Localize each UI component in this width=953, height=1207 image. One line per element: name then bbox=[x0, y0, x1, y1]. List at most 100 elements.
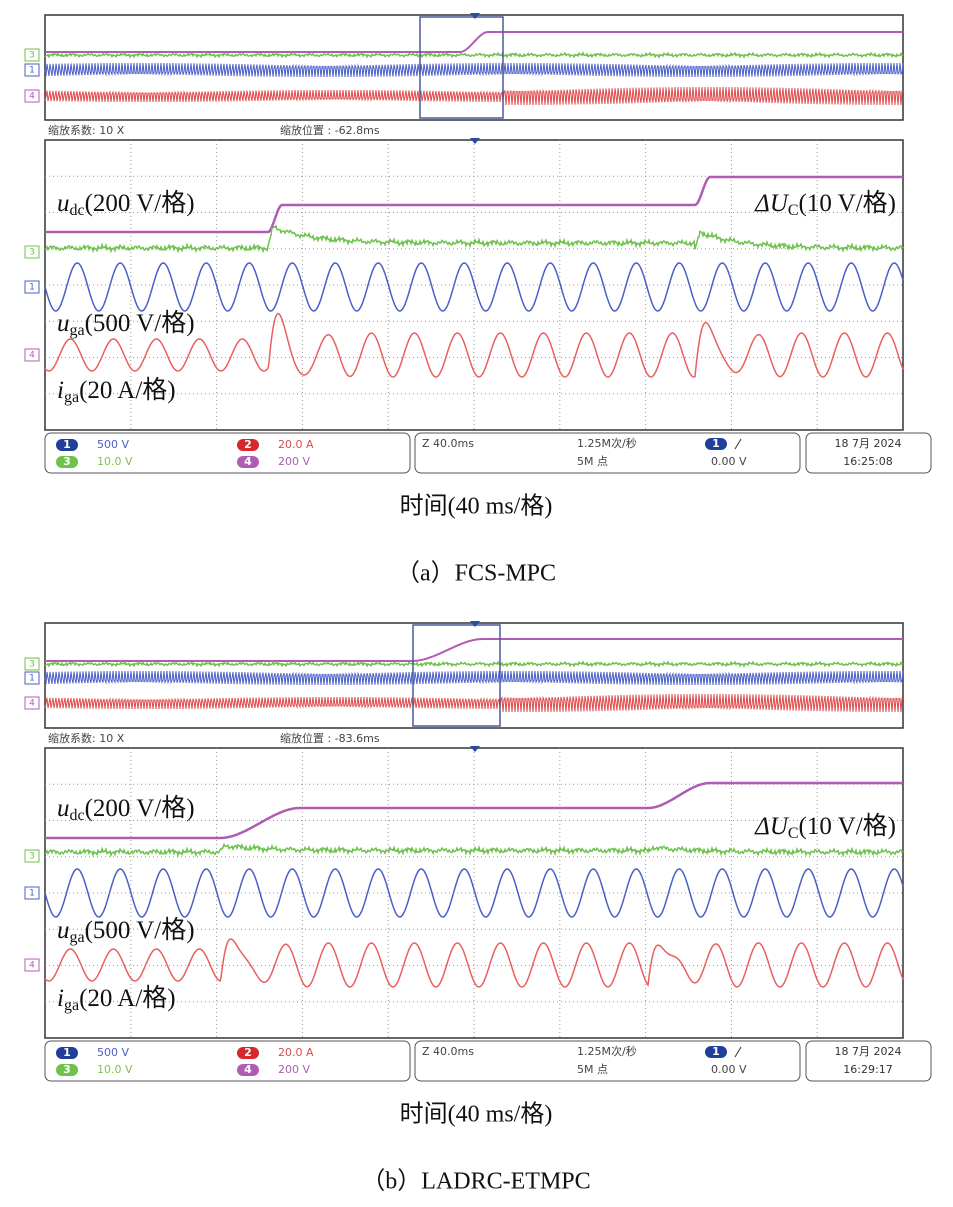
zoom-position: 缩放位置 : -62.8ms bbox=[280, 123, 380, 137]
trigger-slope bbox=[734, 438, 742, 450]
trace-delta-uc bbox=[44, 842, 904, 858]
screen-traces bbox=[44, 781, 904, 988]
channel-setting: 200 V bbox=[278, 1063, 310, 1076]
channel-setting: 20.0 A bbox=[278, 1046, 314, 1059]
trace-uga bbox=[44, 868, 904, 918]
channel-setting: 10.0 V bbox=[97, 1063, 133, 1076]
trace-scale: (200 V/格) bbox=[85, 189, 195, 217]
trace-subscript: dc bbox=[70, 807, 85, 824]
trace-scale: (20 A/格) bbox=[79, 376, 176, 404]
trace-label: ΔUC(10 V/格) bbox=[754, 189, 896, 219]
trace-label: udc(200 V/格) bbox=[57, 794, 195, 824]
channel-marker-label: 1 bbox=[29, 283, 35, 293]
channel-number: 3 bbox=[63, 1063, 71, 1076]
trace-label: uga(500 V/格) bbox=[57, 309, 195, 339]
trace-symbol: u bbox=[57, 917, 70, 944]
zoom-position: 缩放位置 : -83.6ms bbox=[280, 731, 380, 745]
channel-badge bbox=[237, 1064, 259, 1076]
trace-symbol: ΔU bbox=[754, 813, 790, 840]
trace-scale: (10 V/格) bbox=[799, 812, 896, 840]
trace-subscript: C bbox=[788, 202, 799, 219]
overview-uga bbox=[44, 670, 904, 686]
time-axis-label: 时间(40 ms/格) bbox=[400, 1101, 553, 1128]
status-box bbox=[805, 432, 932, 474]
date: 18 7月 2024 bbox=[835, 437, 902, 450]
status-box bbox=[414, 432, 801, 474]
trace-scale: (10 V/格) bbox=[799, 189, 896, 217]
caption: （a）FCS-MPC bbox=[396, 561, 556, 587]
trace-label: iga(20 A/格) bbox=[57, 376, 176, 406]
channel-marker bbox=[24, 245, 40, 259]
zoom-window bbox=[412, 624, 501, 727]
channel-marker-label: 3 bbox=[29, 660, 35, 670]
status-box bbox=[805, 1040, 932, 1082]
trace-subscript: C bbox=[788, 825, 799, 842]
channel-number: 1 bbox=[63, 438, 71, 451]
trigger-badge bbox=[705, 1046, 727, 1058]
sample-rate: 1.25M次/秒 bbox=[577, 436, 637, 450]
overview-uga bbox=[44, 62, 904, 78]
trace-udc bbox=[45, 781, 903, 840]
trace-label: ΔUC(10 V/格) bbox=[754, 812, 896, 842]
trace-iga bbox=[44, 312, 904, 378]
trace-subscript: ga bbox=[70, 929, 85, 946]
channel-marker-label: 1 bbox=[29, 674, 35, 684]
channel-number: 2 bbox=[244, 1046, 252, 1059]
trace-label: udc(200 V/格) bbox=[57, 189, 195, 219]
overview-iga bbox=[44, 693, 904, 713]
channel-setting: 500 V bbox=[97, 438, 129, 451]
trace-scale: (200 V/格) bbox=[85, 794, 195, 822]
trigger-badge bbox=[705, 438, 727, 450]
trace-scale: (20 A/格) bbox=[79, 984, 176, 1012]
channel-badge bbox=[237, 1047, 259, 1059]
channel-number: 2 bbox=[244, 438, 252, 451]
channel-marker bbox=[24, 48, 40, 62]
time-axis-label: 时间(40 ms/格) bbox=[400, 493, 553, 520]
trace-uga bbox=[44, 262, 904, 312]
overview-iga bbox=[44, 86, 904, 106]
overview-traces bbox=[44, 31, 904, 106]
channel-marker bbox=[24, 657, 40, 671]
trigger-channel: 1 bbox=[712, 437, 720, 450]
channel-marker-label: 3 bbox=[29, 852, 35, 862]
overview-delta-uc bbox=[44, 660, 904, 668]
trace-symbol: i bbox=[57, 377, 64, 404]
channel-marker bbox=[24, 958, 40, 972]
zoom-window bbox=[419, 16, 504, 119]
trace-label: iga(20 A/格) bbox=[57, 984, 176, 1014]
sample-rate: 1.25M次/秒 bbox=[577, 1044, 637, 1058]
channel-badge bbox=[56, 1064, 78, 1076]
channel-marker bbox=[24, 348, 40, 362]
channel-marker-label: 1 bbox=[29, 889, 35, 899]
channel-marker bbox=[24, 886, 40, 900]
trace-subscript: ga bbox=[64, 389, 79, 406]
trigger-level: 0.00 V bbox=[711, 1063, 747, 1076]
screen-traces bbox=[44, 175, 904, 378]
trace-symbol: u bbox=[57, 795, 70, 822]
zoom-factor: 缩放系数: 10 X bbox=[48, 731, 125, 745]
channel-marker-label: 4 bbox=[29, 699, 35, 709]
trace-delta-uc bbox=[44, 224, 904, 254]
status-box bbox=[414, 1040, 801, 1082]
channel-marker bbox=[24, 89, 40, 103]
trigger-marker bbox=[470, 138, 480, 144]
channel-setting: 10.0 V bbox=[97, 455, 133, 468]
trace-symbol: ΔU bbox=[754, 190, 790, 217]
channel-number: 4 bbox=[244, 455, 252, 468]
channel-marker bbox=[24, 671, 40, 685]
zoom-factor: 缩放系数: 10 X bbox=[48, 123, 125, 137]
overview-delta-uc bbox=[44, 51, 904, 59]
trace-subscript: ga bbox=[64, 997, 79, 1014]
overview-udc bbox=[45, 31, 903, 53]
channel-marker-label: 1 bbox=[29, 66, 35, 76]
channel-setting: 500 V bbox=[97, 1046, 129, 1059]
channel-badge bbox=[56, 1047, 78, 1059]
trigger-channel: 1 bbox=[712, 1045, 720, 1058]
channel-badge bbox=[56, 439, 78, 451]
trace-subscript: dc bbox=[70, 202, 85, 219]
channel-badge bbox=[237, 439, 259, 451]
channel-marker bbox=[24, 849, 40, 863]
